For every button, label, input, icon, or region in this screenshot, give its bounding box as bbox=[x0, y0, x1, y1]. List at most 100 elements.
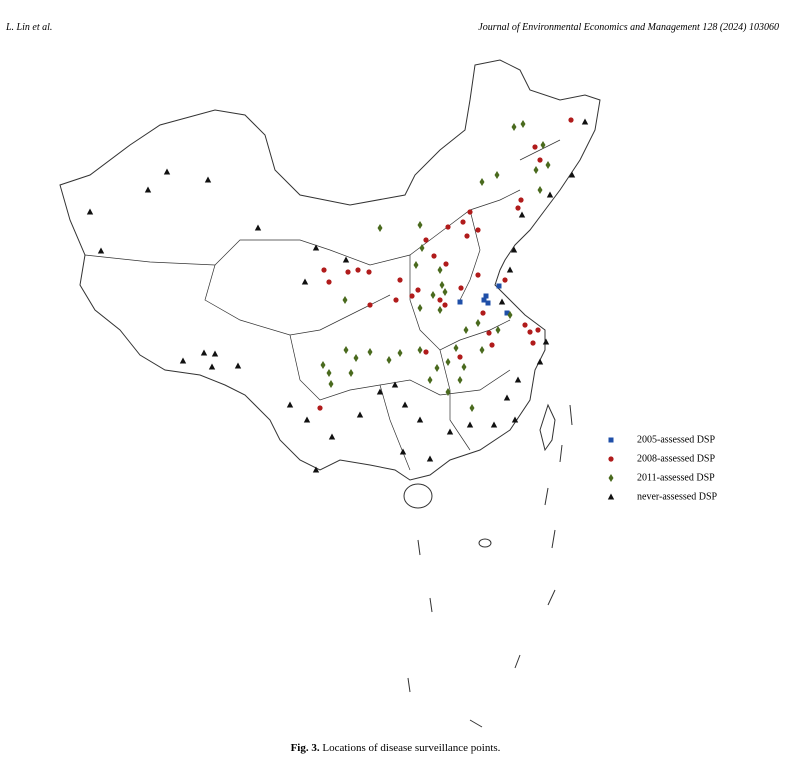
marker-diamond bbox=[427, 376, 433, 384]
caption-text: Locations of disease surveillance points… bbox=[322, 742, 501, 754]
marker-triangle bbox=[607, 493, 615, 500]
legend: 2005-assessed DSP 2008-assessed DSP 2011-a… bbox=[607, 434, 718, 502]
marker-triangle bbox=[208, 363, 216, 370]
marker-diamond bbox=[442, 288, 448, 296]
marker-circle bbox=[366, 269, 372, 275]
marker-circle bbox=[486, 330, 492, 336]
markers bbox=[86, 117, 589, 473]
marker-diamond bbox=[457, 376, 463, 384]
marker-circle bbox=[537, 157, 543, 163]
marker-square bbox=[481, 297, 487, 303]
marker-triangle bbox=[163, 168, 171, 175]
caption-label: Fig. 3. bbox=[290, 742, 320, 754]
marker-triangle bbox=[211, 350, 219, 357]
marker-diamond bbox=[348, 369, 354, 377]
marker-diamond bbox=[540, 141, 546, 149]
marker-triangle bbox=[312, 244, 320, 251]
marker-diamond bbox=[377, 224, 383, 232]
marker-triangle bbox=[490, 421, 498, 428]
marker-triangle bbox=[301, 278, 309, 285]
marker-triangle bbox=[303, 416, 311, 423]
marker-diamond bbox=[453, 344, 459, 352]
marker-triangle bbox=[518, 211, 526, 218]
marker-diamond bbox=[537, 186, 543, 194]
marker-circle bbox=[326, 279, 332, 285]
marker-triangle bbox=[328, 433, 336, 440]
marker-diamond bbox=[328, 380, 334, 388]
marker-circle bbox=[355, 267, 361, 273]
marker-circle bbox=[367, 302, 373, 308]
marker-diamond bbox=[430, 291, 436, 299]
legend-label: never-assessed DSP bbox=[637, 491, 718, 502]
marker-circle bbox=[445, 224, 451, 230]
marker-diamond bbox=[417, 221, 423, 229]
marker-diamond bbox=[520, 120, 526, 128]
marker-diamond bbox=[475, 319, 481, 327]
marker-square bbox=[504, 310, 510, 316]
marker-triangle bbox=[426, 455, 434, 462]
marker-circle bbox=[443, 261, 449, 267]
marker-diamond bbox=[439, 281, 445, 289]
marker-diamond bbox=[445, 358, 451, 366]
marker-circle bbox=[442, 302, 448, 308]
marker-circle bbox=[345, 269, 351, 275]
marker-diamond bbox=[545, 161, 551, 169]
marker-triangle bbox=[546, 191, 554, 198]
marker-diamond bbox=[533, 166, 539, 174]
marker-diamond bbox=[445, 388, 451, 396]
marker-square bbox=[496, 283, 502, 289]
marker-triangle bbox=[506, 266, 514, 273]
marker-diamond bbox=[469, 404, 475, 412]
marker-diamond bbox=[397, 349, 403, 357]
legend-label: 2008-assessed DSP bbox=[637, 453, 715, 464]
marker-circle bbox=[530, 340, 536, 346]
marker-circle bbox=[568, 117, 574, 123]
marker-triangle bbox=[399, 448, 407, 455]
marker-triangle bbox=[401, 401, 409, 408]
marker-triangle bbox=[466, 421, 474, 428]
marker-diamond bbox=[417, 304, 423, 312]
marker-circle bbox=[460, 219, 466, 225]
marker-triangle bbox=[511, 416, 519, 423]
marker-circle bbox=[397, 277, 403, 283]
marker-diamond bbox=[342, 296, 348, 304]
marker-diamond bbox=[437, 266, 443, 274]
marker-triangle bbox=[416, 416, 424, 423]
marker-circle bbox=[522, 322, 528, 328]
marker-circle bbox=[535, 327, 541, 333]
marker-circle bbox=[457, 354, 463, 360]
marker-diamond bbox=[608, 474, 614, 482]
marker-diamond bbox=[367, 348, 373, 356]
marker-triangle bbox=[581, 118, 589, 125]
marker-diamond bbox=[343, 346, 349, 354]
marker-circle bbox=[321, 267, 327, 273]
marker-triangle bbox=[568, 171, 576, 178]
marker-triangle bbox=[391, 381, 399, 388]
marker-diamond bbox=[495, 326, 501, 334]
marker-triangle bbox=[356, 411, 364, 418]
marker-triangle bbox=[503, 394, 511, 401]
marker-circle bbox=[409, 293, 415, 299]
marker-triangle bbox=[286, 401, 294, 408]
marker-circle bbox=[437, 297, 443, 303]
marker-triangle bbox=[312, 466, 320, 473]
marker-circle bbox=[489, 342, 495, 348]
marker-triangle bbox=[542, 338, 550, 345]
map-figure: 2005-assessed DSP 2008-assessed DSP 2011-a… bbox=[59, 59, 718, 728]
marker-diamond bbox=[417, 346, 423, 354]
header-journal: Journal of Environmental Economics and M… bbox=[478, 22, 779, 33]
marker-circle bbox=[464, 233, 470, 239]
marker-diamond bbox=[320, 361, 326, 369]
map-outline bbox=[59, 59, 601, 728]
marker-square bbox=[608, 437, 614, 443]
marker-diamond bbox=[419, 244, 425, 252]
marker-diamond bbox=[463, 326, 469, 334]
marker-triangle bbox=[200, 349, 208, 356]
marker-circle bbox=[475, 272, 481, 278]
marker-diamond bbox=[479, 346, 485, 354]
legend-label: 2011-assessed DSP bbox=[637, 472, 715, 483]
marker-diamond bbox=[437, 306, 443, 314]
legend-label: 2005-assessed DSP bbox=[637, 434, 715, 445]
marker-triangle bbox=[514, 376, 522, 383]
